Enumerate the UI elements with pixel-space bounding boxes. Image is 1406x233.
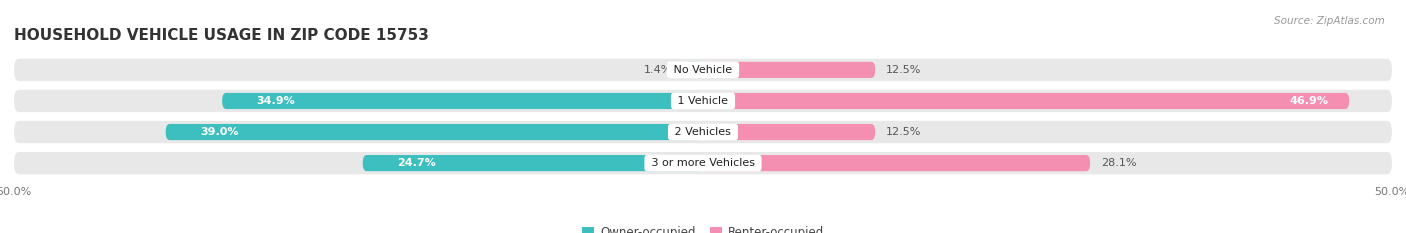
- Text: 2 Vehicles: 2 Vehicles: [671, 127, 735, 137]
- Text: No Vehicle: No Vehicle: [671, 65, 735, 75]
- FancyBboxPatch shape: [222, 93, 703, 109]
- Text: 3 or more Vehicles: 3 or more Vehicles: [648, 158, 758, 168]
- FancyBboxPatch shape: [703, 62, 875, 78]
- Text: 24.7%: 24.7%: [396, 158, 436, 168]
- Text: 1.4%: 1.4%: [644, 65, 672, 75]
- FancyBboxPatch shape: [363, 155, 703, 171]
- Legend: Owner-occupied, Renter-occupied: Owner-occupied, Renter-occupied: [578, 221, 828, 233]
- FancyBboxPatch shape: [166, 124, 703, 140]
- Text: 1 Vehicle: 1 Vehicle: [675, 96, 731, 106]
- Text: 12.5%: 12.5%: [886, 65, 922, 75]
- FancyBboxPatch shape: [703, 93, 1350, 109]
- FancyBboxPatch shape: [14, 121, 1392, 143]
- Text: 46.9%: 46.9%: [1289, 96, 1329, 106]
- FancyBboxPatch shape: [703, 124, 875, 140]
- FancyBboxPatch shape: [14, 90, 1392, 112]
- FancyBboxPatch shape: [14, 152, 1392, 174]
- Text: 34.9%: 34.9%: [256, 96, 295, 106]
- Text: 12.5%: 12.5%: [886, 127, 922, 137]
- Text: 28.1%: 28.1%: [1101, 158, 1136, 168]
- FancyBboxPatch shape: [14, 59, 1392, 81]
- Text: HOUSEHOLD VEHICLE USAGE IN ZIP CODE 15753: HOUSEHOLD VEHICLE USAGE IN ZIP CODE 1575…: [14, 28, 429, 43]
- Text: Source: ZipAtlas.com: Source: ZipAtlas.com: [1274, 16, 1385, 26]
- FancyBboxPatch shape: [683, 62, 703, 78]
- FancyBboxPatch shape: [703, 155, 1090, 171]
- Text: 39.0%: 39.0%: [200, 127, 239, 137]
